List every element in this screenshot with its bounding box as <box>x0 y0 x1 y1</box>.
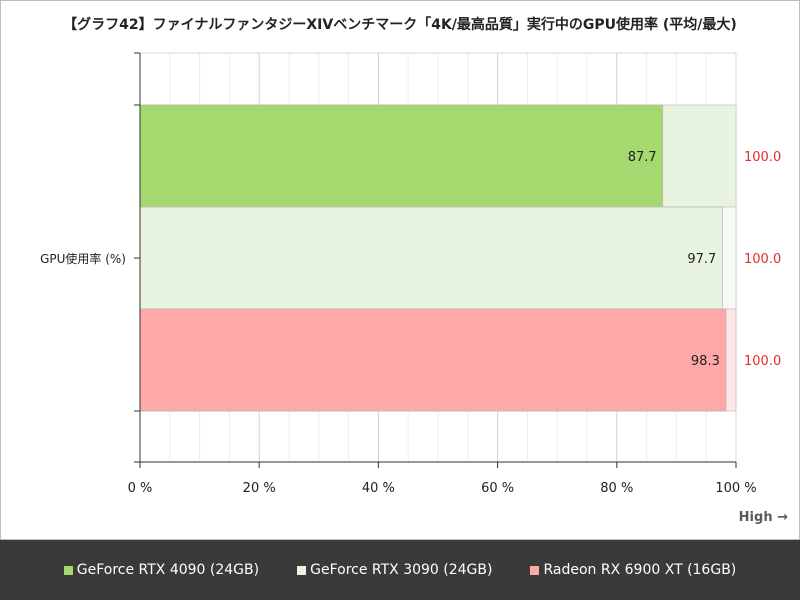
data-label-max: 100.0 <box>744 354 781 369</box>
category-label: GPU使用率 (%) <box>40 251 126 266</box>
x-tick-label: 80 % <box>600 481 633 496</box>
chart-title: 【グラフ42】ファイナルファンタジーXIVベンチマーク「4K/最高品質」実行中の… <box>63 17 737 33</box>
data-label-max: 100.0 <box>744 252 781 267</box>
data-label-avg: 97.7 <box>687 252 716 267</box>
direction-note: High → <box>738 510 788 525</box>
x-tick-label: 60 % <box>481 481 514 496</box>
legend-swatch <box>530 565 540 575</box>
legend-item: GeForce RTX 4090 (24GB) <box>63 562 260 578</box>
x-tick-label: 40 % <box>362 481 395 496</box>
data-label-avg: 87.7 <box>628 150 657 165</box>
bar-avg <box>139 308 727 412</box>
bar-avg <box>139 104 664 208</box>
legend-item: GeForce RTX 3090 (24GB) <box>297 562 492 578</box>
x-tick-label: 100 % <box>715 481 756 496</box>
bar-avg <box>139 206 723 310</box>
legend-label: GeForce RTX 3090 (24GB) <box>310 562 493 578</box>
x-tick-label: 20 % <box>243 481 276 496</box>
legend-swatch <box>63 565 73 575</box>
x-tick-label: 0 % <box>128 481 153 496</box>
legend-item: Radeon RX 6900 XT (16GB) <box>530 562 736 578</box>
data-label-avg: 98.3 <box>691 354 720 369</box>
data-label-max: 100.0 <box>744 150 781 165</box>
legend-label: Radeon RX 6900 XT (16GB) <box>543 562 737 578</box>
legend: GeForce RTX 4090 (24GB) GeForce RTX 3090 … <box>0 540 800 600</box>
legend-swatch <box>297 565 307 575</box>
legend-label: GeForce RTX 4090 (24GB) <box>76 562 260 578</box>
bar-chart: 87.7 100.0 97.7 100.0 98.3 100.0 0 % 20 % 40 % 60… <box>40 52 781 496</box>
